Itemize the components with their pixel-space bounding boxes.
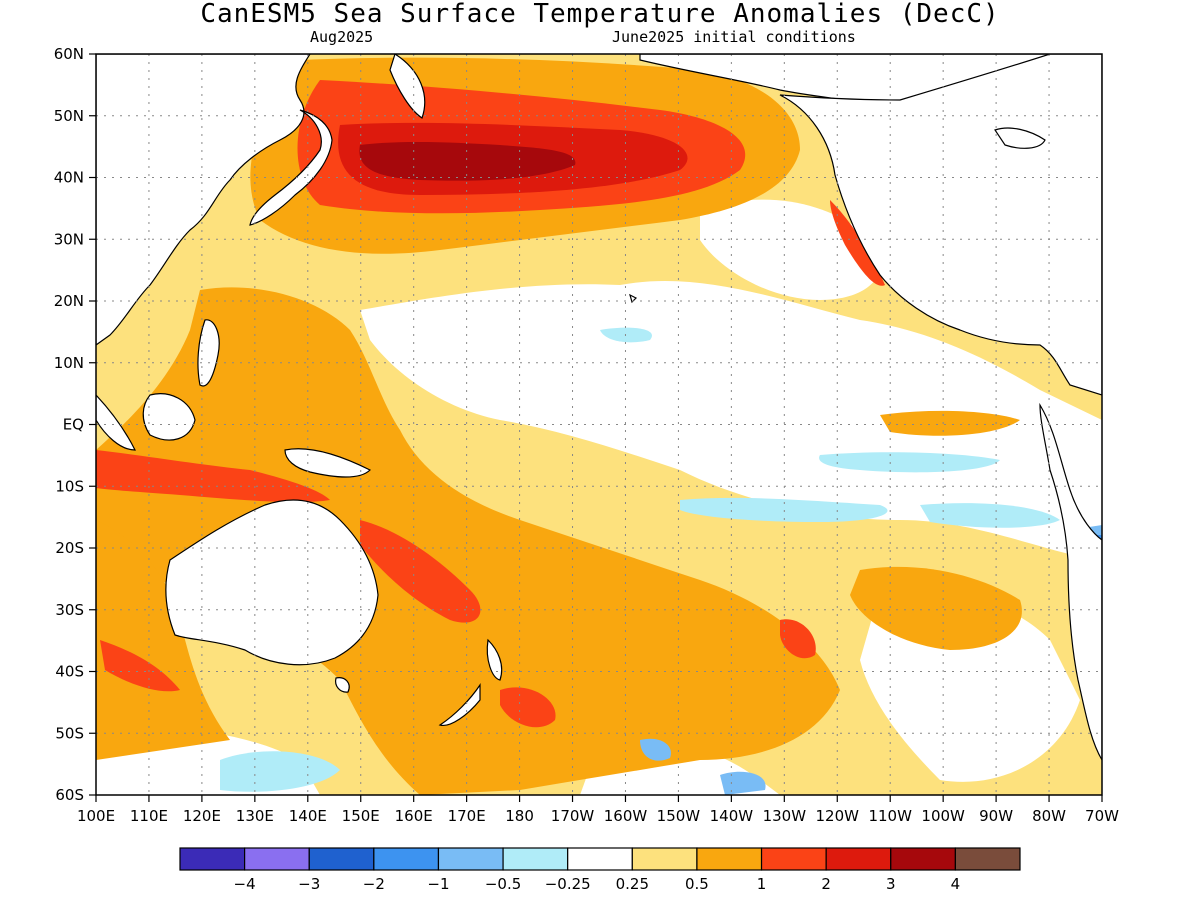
field-blue-eq3 <box>920 503 1060 528</box>
lon-tick-label: 90W <box>979 807 1013 825</box>
lon-tick-label: 150E <box>342 807 380 825</box>
lon-tick-label: 130W <box>763 807 807 825</box>
lon-tick-label: 120W <box>816 807 860 825</box>
field-blue-eq1 <box>680 497 888 522</box>
field-orange-warmpool <box>96 287 840 795</box>
lat-tick-label: 50N <box>54 107 84 125</box>
valid-month-label: Aug2025 <box>310 28 374 46</box>
land-borneo <box>142 393 196 441</box>
land-new-guinea <box>284 448 372 478</box>
lat-tick-label: 50S <box>55 724 84 742</box>
land-nz-south <box>438 683 481 726</box>
lon-axis: 100E 110E 120E 130E 140E 150E 160E 170E 180 170W 1… <box>77 795 1119 825</box>
lon-tick-label: 80W <box>1032 807 1066 825</box>
lat-tick-label: 60S <box>55 786 84 804</box>
lat-tick-label: 20S <box>55 539 84 557</box>
land-japan <box>249 109 333 226</box>
lon-tick-label: 170E <box>448 807 486 825</box>
lon-tick-label: 70W <box>1085 807 1119 825</box>
field-red-west-aus <box>100 640 180 692</box>
lon-tick-label: 110E <box>130 807 168 825</box>
init-conditions-label: June2025 initial conditions <box>612 28 856 46</box>
lat-tick-label: 30N <box>54 230 84 248</box>
lon-tick-label: 150W <box>657 807 701 825</box>
lon-tick-label: 160E <box>395 807 433 825</box>
field-red-calif <box>830 200 885 286</box>
lat-tick-label: 20N <box>54 292 84 310</box>
lon-tick-label: 160W <box>604 807 648 825</box>
land-sumatra <box>96 394 136 451</box>
field-neutral-east <box>700 199 881 300</box>
land-hawaii <box>629 293 638 304</box>
lon-tick-label: 180 <box>505 807 534 825</box>
field-red-coralsea <box>360 520 481 623</box>
lon-tick-label: 130E <box>236 807 274 825</box>
land-nz-north <box>486 638 503 681</box>
land-australia <box>165 499 379 666</box>
field-red-south-central <box>780 619 816 659</box>
lon-tick-label: 100E <box>77 807 115 825</box>
field-blue-north <box>600 327 652 343</box>
lat-tick-label: 40S <box>55 663 84 681</box>
field-neutral-central <box>360 280 1102 560</box>
map-title: CanESM5 Sea Surface Temperature Anomalie… <box>200 0 1000 29</box>
grid-lines <box>96 54 1102 795</box>
field-blue-south2 <box>640 738 671 761</box>
land-greatlakes-outline <box>994 127 1046 149</box>
lon-tick-label: 100W <box>921 807 965 825</box>
lon-tick-label: 110W <box>868 807 912 825</box>
lat-tick-label: 30S <box>55 601 84 619</box>
field-blue-eq2 <box>819 452 1000 473</box>
land-kamchatka <box>389 54 426 119</box>
lat-tick-label: 60N <box>54 45 84 63</box>
lon-tick-label: 120E <box>183 807 221 825</box>
lon-tick-label: 140W <box>710 807 754 825</box>
lat-axis: 60N 50N 40N 30N 20N 10N EQ 10S 20S 30S 40S 50S 60S <box>54 45 96 804</box>
land-tasmania <box>335 677 350 693</box>
field-blue-south3 <box>720 771 766 795</box>
land-philippines <box>197 319 220 387</box>
lon-tick-label: 170W <box>551 807 595 825</box>
lon-tick-label: 140E <box>289 807 327 825</box>
land-asia <box>96 54 311 346</box>
lat-tick-label: 40N <box>54 169 84 187</box>
field-orange-eq-east <box>880 410 1020 436</box>
field-orange-southeast <box>850 566 1022 650</box>
lat-tick-label: 10N <box>54 354 84 372</box>
field-red-tasman <box>500 687 556 728</box>
field-red-indonesia <box>96 450 330 503</box>
land-north-america <box>779 54 1102 396</box>
land-south-america <box>1039 402 1102 762</box>
field-orange-west <box>96 520 230 760</box>
field-blue-south1 <box>220 751 340 792</box>
lat-tick-label: EQ <box>63 416 84 434</box>
lat-tick-label: 10S <box>55 477 84 495</box>
land-masses <box>96 54 1102 762</box>
